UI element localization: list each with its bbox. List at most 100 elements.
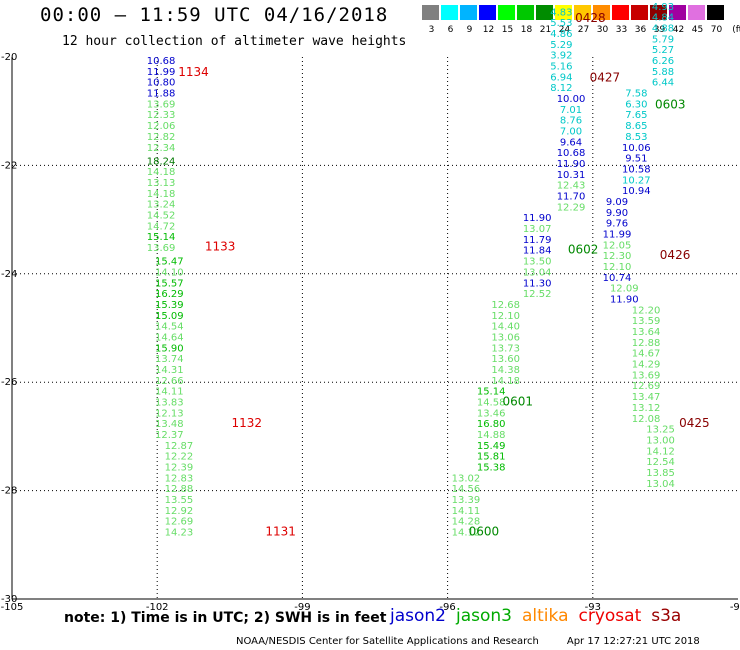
wave-height-value: 8.53 (625, 132, 647, 143)
wave-height-value: 7.00 (560, 127, 582, 138)
wave-height-value: 14.31 (155, 365, 184, 376)
wave-height-value: 12.52 (523, 289, 552, 300)
wave-height-value: 12.66 (155, 376, 184, 387)
scale-label: 33 (615, 25, 628, 35)
scale-label: 36 (634, 25, 647, 35)
wave-height-value: 14.40 (491, 322, 520, 333)
units-note: note: 1) Time is in UTC; 2) SWH is in fe… (64, 610, 387, 626)
map-axes: -105 -102 -99 -96 -93 -90 -20 -22 -24 -26 -28 -30 (1, 52, 740, 613)
wave-height-value: 13.47 (632, 392, 661, 403)
wave-height-value: 12.43 (557, 181, 586, 192)
wave-height-value: 9.76 (606, 219, 628, 230)
scale-label: 70 (710, 25, 723, 35)
wave-height-value: 13.07 (523, 224, 552, 235)
wave-height-value: 12.29 (557, 202, 586, 213)
scale-unit-label: (ft) (732, 25, 740, 35)
y-tick-label: -30 (1, 594, 17, 605)
wave-height-value: 15.14 (477, 387, 506, 398)
wave-height-value: 16.80 (477, 419, 506, 430)
scale-label: 18 (520, 25, 533, 35)
scale-swatch-70 (707, 5, 724, 20)
legend-cryosat: cryosat (578, 606, 642, 626)
scale-label: 21 (539, 25, 552, 35)
pass-time-label: 0600 (469, 525, 500, 539)
wave-height-value: 12.69 (632, 381, 661, 392)
scale-swatch-27 (574, 5, 591, 20)
wave-height-value: 14.67 (632, 349, 661, 360)
wave-height-value: 13.50 (523, 257, 552, 268)
wave-height-value: 10.27 (622, 175, 651, 186)
wave-height-value: 11.99 (603, 229, 632, 240)
wave-height-value: 15.90 (155, 343, 184, 354)
scale-swatch-6 (441, 5, 458, 20)
wave-height-value: 12.20 (632, 305, 661, 316)
x-tick-label: -90 (730, 602, 740, 613)
wave-height-value: 6.30 (625, 99, 647, 110)
wave-height-value: 13.83 (155, 398, 184, 409)
wave-height-value: 8.12 (550, 83, 572, 94)
scale-label: 24 (558, 25, 571, 35)
wave-height-value: 14.18 (147, 189, 176, 200)
pass-time-label: 1133 (205, 239, 236, 253)
wave-height-value: 16.29 (155, 289, 184, 300)
wave-height-value: 14.54 (155, 322, 184, 333)
wave-height-value: 12.30 (603, 251, 632, 262)
wave-height-value: 11.30 (523, 278, 552, 289)
wave-height-value: 13.25 (646, 425, 675, 436)
wave-height-value: 4.83 (550, 7, 572, 18)
wave-height-value: 13.74 (155, 354, 184, 365)
wave-height-value: 11.90 (523, 213, 552, 224)
wave-height-value: 14.72 (147, 221, 176, 232)
wave-height-value: 12.83 (165, 473, 194, 484)
wave-height-value: 14.64 (155, 332, 184, 343)
wave-height-value: 13.60 (491, 354, 520, 365)
wave-height-value: 10.80 (147, 78, 176, 89)
wave-height-value: 13.85 (646, 468, 675, 479)
wave-height-value: 12.05 (603, 240, 632, 251)
track-labels: 1134 1133 1132 1131 0428 0427 0426 0425 0603 0602… (178, 11, 709, 539)
y-tick-label: -20 (1, 52, 17, 63)
wave-height-value: 7.65 (625, 110, 647, 121)
map-subtitle: 12 hour collection of altimeter wave hei… (62, 34, 407, 49)
wave-height-value: 11.90 (557, 159, 586, 170)
scale-swatch-9 (460, 5, 477, 20)
wave-height-value: 13.69 (632, 370, 661, 381)
map-title: 00:00 – 11:59 UTC 04/16/2018 (40, 4, 389, 26)
scale-label: 12 (482, 25, 495, 35)
wave-height-value: 13.00 (646, 435, 675, 446)
wave-height-value: 5.88 (652, 67, 674, 78)
y-tick-label: -28 (1, 486, 17, 497)
wave-height-value: 13.39 (452, 495, 481, 506)
wave-height-value: 12.34 (147, 143, 176, 154)
wave-height-value: 12.13 (155, 408, 184, 419)
scale-swatch-42 (669, 5, 686, 20)
pass-time-label: 0602 (568, 243, 599, 257)
x-tick-label: -99 (294, 602, 310, 613)
wave-height-value: 11.88 (147, 89, 176, 100)
credit-text: NOAA/NESDIS Center for Satellite Applica… (236, 636, 539, 647)
pass-time-label: 0601 (503, 395, 534, 409)
wave-height-value: 13.04 (646, 479, 675, 490)
wave-height-value: 13.24 (147, 200, 176, 211)
wave-height-value: 7.01 (560, 105, 582, 116)
wave-height-value: 13.69 (147, 243, 176, 254)
wave-height-value: 4.86 (550, 29, 572, 40)
wave-height-value: 14.88 (477, 430, 506, 441)
wave-height-value: 6.94 (550, 72, 572, 83)
pass-time-label: 0603 (655, 97, 686, 111)
wave-height-value: 13.13 (147, 178, 176, 189)
wave-height-value: 14.28 (452, 517, 481, 528)
x-tick-label: -93 (585, 602, 601, 613)
timestamp-text: Apr 17 12:27:21 UTC 2018 (566, 636, 700, 647)
wave-height-value: 15.81 (477, 452, 506, 463)
wave-height-value: 15.47 (155, 257, 184, 268)
wave-height-value: 12.87 (165, 441, 194, 452)
wave-height-value: 11.79 (523, 235, 552, 246)
wave-height-value: 9.51 (625, 154, 647, 165)
scale-label: 45 (691, 25, 704, 35)
wave-height-value: 10.68 (147, 56, 176, 67)
wave-height-value: 14.10 (155, 267, 184, 278)
scale-label: 15 (501, 25, 514, 35)
scale-label: 3 (428, 25, 435, 35)
scale-label: 27 (577, 25, 590, 35)
